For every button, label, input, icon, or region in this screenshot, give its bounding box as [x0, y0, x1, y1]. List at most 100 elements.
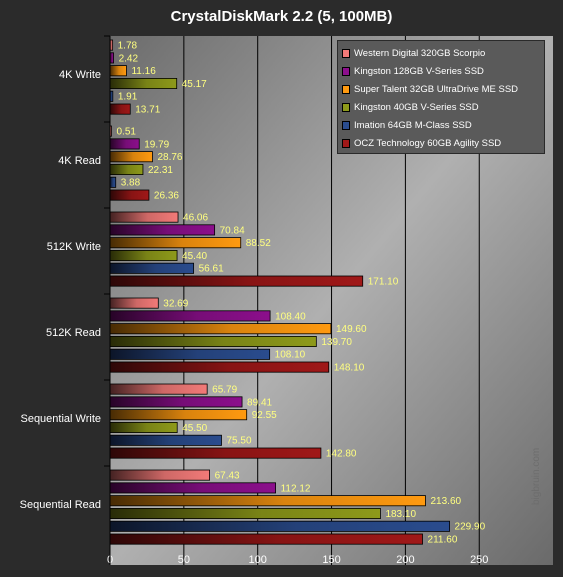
category-label: Sequential Read: [20, 499, 101, 511]
bar: [109, 275, 364, 287]
legend-item: Kingston 40GB V-Series SSD: [342, 98, 540, 116]
bar-value-label: 75.50: [227, 436, 252, 447]
bar-value-label: 56.61: [199, 264, 224, 275]
x-tick-label: 100: [249, 554, 267, 566]
legend-label: Imation 64GB M-Class SSD: [354, 119, 472, 131]
bar-value-label: 1.91: [118, 92, 138, 103]
data-labels: 1.782.42 11.16 45.17 1.91 13.71 0.51 19.79 28.7…: [117, 41, 486, 546]
category-label: 512K Read: [46, 327, 101, 339]
bar-value-label: 11.16: [131, 66, 156, 77]
bar-value-label: 3.88: [121, 178, 141, 189]
bar: [109, 151, 153, 163]
legend-label: Super Talent 32GB UltraDrive ME SSD: [354, 83, 519, 95]
bar: [109, 176, 117, 188]
bar-value-label: 65.79: [212, 385, 237, 396]
bar-value-label: 70.84: [220, 225, 245, 236]
bar-value-label: 183.10: [385, 509, 416, 520]
bar: [109, 103, 131, 115]
legend-swatch: [342, 120, 350, 130]
category-label: Sequential Write: [20, 413, 101, 425]
bar-value-label: 32.69: [163, 299, 188, 310]
bar: [109, 189, 150, 201]
chart-title: CrystalDiskMark 2.2 (5, 100MB): [170, 8, 393, 25]
legend-item: Western Digital 320GB Scorpio: [342, 44, 540, 62]
bar: [109, 361, 330, 373]
bar-value-label: 67.43: [215, 471, 240, 482]
legend-swatch: [342, 48, 350, 58]
bar-value-label: 45.50: [182, 423, 207, 434]
bar: [109, 163, 144, 175]
bar: [109, 495, 426, 507]
x-tick-label: 250: [470, 554, 488, 566]
bar-value-label: 139.70: [321, 337, 352, 348]
bar: [109, 434, 222, 446]
bar-value-label: 0.51: [117, 127, 137, 138]
bar-value-label: 211.60: [428, 535, 458, 546]
bar-value-label: 2.42: [119, 53, 139, 64]
bar: [109, 310, 271, 322]
legend-label: Western Digital 320GB Scorpio: [354, 47, 486, 59]
bar-value-label: 108.10: [275, 350, 306, 361]
bar-value-label: 46.06: [183, 213, 208, 224]
bar-value-label: 229.90: [455, 522, 486, 533]
bar-value-label: 1.78: [118, 41, 138, 52]
legend-swatch: [342, 138, 350, 148]
bar: [109, 533, 423, 545]
bar: [109, 421, 178, 433]
bar: [109, 335, 317, 347]
legend: Western Digital 320GB Scorpio Kingston 12…: [337, 40, 545, 154]
category-label: 512K Write: [47, 241, 101, 253]
bar-value-label: 28.76: [157, 152, 182, 163]
legend-item: OCZ Technology 60GB Agility SSD: [342, 134, 540, 152]
bar: [109, 396, 243, 408]
bar-value-label: 142.80: [326, 449, 357, 460]
bar: [109, 224, 216, 236]
x-tick-label: 150: [322, 554, 340, 566]
bar: [109, 65, 127, 77]
category-label: 4K Write: [59, 69, 101, 81]
bar-value-label: 26.36: [154, 191, 179, 202]
legend-item: Imation 64GB M-Class SSD: [342, 116, 540, 134]
bar-value-label: 171.10: [368, 277, 399, 288]
bar: [109, 482, 277, 494]
bar: [109, 383, 208, 395]
bar-value-label: 148.10: [334, 363, 365, 374]
legend-item: Kingston 128GB V-Series SSD: [342, 62, 540, 80]
legend-item: Super Talent 32GB UltraDrive ME SSD: [342, 80, 540, 98]
bar: [109, 409, 248, 421]
bar: [109, 297, 159, 309]
bar-value-label: 22.31: [148, 165, 173, 176]
legend-label: Kingston 40GB V-Series SSD: [354, 101, 479, 113]
bar-value-label: 108.40: [275, 311, 306, 322]
bar-value-label: 89.41: [247, 397, 272, 408]
bar-value-label: 19.79: [144, 139, 169, 150]
bar-value-label: 45.40: [182, 251, 207, 262]
bars: [109, 39, 450, 545]
bar: [109, 138, 140, 150]
bar: [109, 249, 178, 261]
x-tick-label: 200: [396, 554, 414, 566]
bar-value-label: 88.52: [246, 238, 271, 249]
bar: [109, 507, 381, 519]
bar: [109, 447, 322, 459]
bar: [109, 469, 210, 481]
legend-swatch: [342, 66, 350, 76]
legend-swatch: [342, 84, 350, 94]
legend-label: Kingston 128GB V-Series SSD: [354, 65, 484, 77]
x-tick-label: 50: [178, 554, 190, 566]
bar-value-label: 13.71: [135, 105, 160, 116]
bar: [109, 237, 242, 249]
legend-swatch: [342, 102, 350, 112]
bar-value-label: 45.17: [182, 79, 207, 90]
bar: [109, 520, 450, 532]
bar: [109, 262, 195, 274]
bar: [109, 52, 114, 64]
bar-value-label: 112.12: [281, 483, 311, 494]
legend-label: OCZ Technology 60GB Agility SSD: [354, 137, 502, 149]
bar-value-label: 149.60: [336, 324, 367, 335]
bar: [109, 348, 271, 360]
bar: [109, 211, 179, 223]
bar: [109, 78, 178, 90]
